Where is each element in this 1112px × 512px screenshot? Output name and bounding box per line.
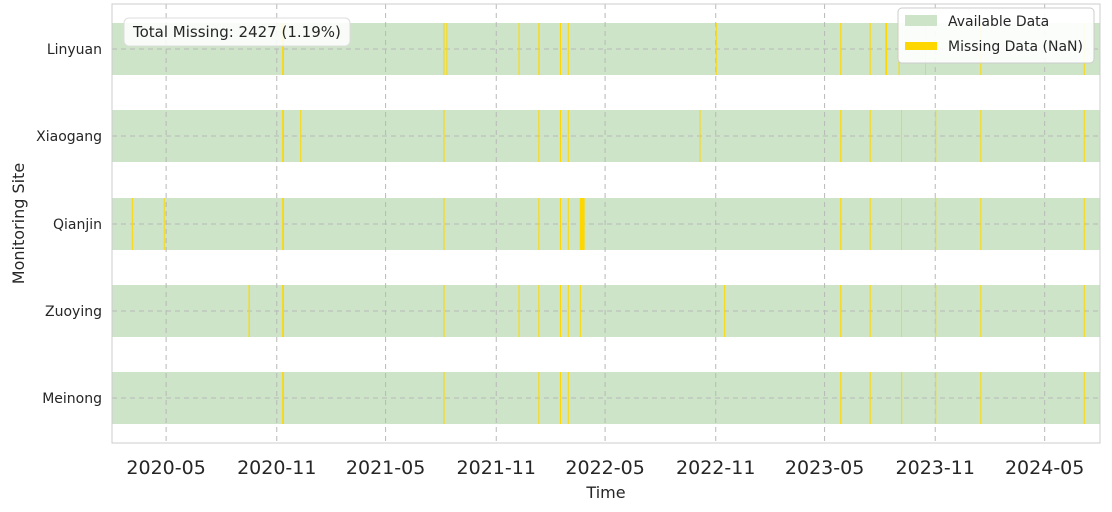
missing-segment-meinong-7 bbox=[900, 372, 903, 424]
missing-segment-qianjin-2 bbox=[282, 198, 284, 250]
legend: Available Data Missing Data (NaN) bbox=[897, 7, 1095, 64]
y-tick-labels: Linyuan Xiaogang Qianjin Zuoying Meinong bbox=[36, 42, 102, 407]
missing-segment-meinong-1 bbox=[443, 372, 445, 424]
x-tick-2021-05: 2021-05 bbox=[346, 457, 425, 479]
missing-segment-zuoying-13 bbox=[980, 285, 982, 337]
missing-segment-linyuan-8 bbox=[840, 23, 842, 75]
x-tick-2021-11: 2021-11 bbox=[457, 457, 536, 479]
missing-segment-xiaogang-6 bbox=[699, 110, 701, 162]
missing-segment-zuoying-7 bbox=[579, 285, 581, 337]
missing-segment-meinong-0 bbox=[282, 372, 284, 424]
x-tick-2023-11: 2023-11 bbox=[896, 457, 975, 479]
missing-segment-zuoying-5 bbox=[559, 285, 561, 337]
missing-segment-qianjin-1 bbox=[163, 198, 165, 250]
missing-segment-xiaogang-12 bbox=[1083, 110, 1085, 162]
missing-segment-qianjin-5 bbox=[559, 198, 561, 250]
missing-segment-linyuan-2 bbox=[446, 23, 448, 75]
missing-segment-qianjin-0 bbox=[131, 198, 133, 250]
annotation-box bbox=[123, 17, 351, 47]
missing-segment-zuoying-0 bbox=[248, 285, 250, 337]
missing-segment-zuoying-3 bbox=[518, 285, 520, 337]
missing-segment-xiaogang-5 bbox=[567, 110, 569, 162]
missing-segment-qianjin-12 bbox=[980, 198, 982, 250]
missing-segment-zuoying-1 bbox=[282, 285, 284, 337]
missing-segment-zuoying-6 bbox=[567, 285, 569, 337]
missing-segment-qianjin-13 bbox=[1083, 198, 1085, 250]
missing-segment-qianjin-3 bbox=[443, 198, 445, 250]
plot-frame bbox=[111, 3, 1101, 444]
missing-segment-zuoying-9 bbox=[840, 285, 842, 337]
missing-segment-linyuan-3 bbox=[518, 23, 520, 75]
missing-segment-xiaogang-7 bbox=[840, 110, 842, 162]
legend-box bbox=[897, 7, 1095, 64]
missing-segment-zuoying-14 bbox=[1083, 285, 1085, 337]
missing-segment-qianjin-9 bbox=[869, 198, 871, 250]
legend-label-available: Available Data bbox=[948, 14, 1049, 30]
missing-segment-meinong-2 bbox=[538, 372, 540, 424]
missing-segment-linyuan-7 bbox=[715, 23, 717, 75]
missing-segment-meinong-4 bbox=[567, 372, 569, 424]
missing-segment-zuoying-12 bbox=[935, 285, 937, 337]
y-tick-linyuan: Linyuan bbox=[47, 42, 102, 58]
missing-segment-qianjin-11 bbox=[935, 198, 937, 250]
missing-segment-qianjin-7 bbox=[579, 198, 585, 250]
missing-segment-zuoying-8 bbox=[724, 285, 726, 337]
x-tick-2020-11: 2020-11 bbox=[237, 457, 316, 479]
missing-segment-meinong-9 bbox=[980, 372, 982, 424]
missing-segment-linyuan-0 bbox=[282, 23, 284, 75]
x-tick-labels: 2020-05 2020-11 2021-05 2021-11 2022-05 2022-… bbox=[126, 457, 1084, 479]
y-tick-meinong: Meinong bbox=[42, 391, 102, 407]
missing-segment-meinong-3 bbox=[559, 372, 561, 424]
missing-segment-xiaogang-11 bbox=[980, 110, 982, 162]
missing-segment-xiaogang-3 bbox=[538, 110, 540, 162]
missing-segment-xiaogang-1 bbox=[300, 110, 302, 162]
annotation-text: Total Missing: 2427 (1.19%) bbox=[132, 23, 341, 41]
missing-segment-zuoying-10 bbox=[869, 285, 871, 337]
y-axis-label: Monitoring Site bbox=[9, 163, 28, 284]
legend-label-missing: Missing Data (NaN) bbox=[948, 39, 1083, 55]
missing-segment-qianjin-6 bbox=[567, 198, 569, 250]
x-tick-2022-05: 2022-05 bbox=[565, 457, 644, 479]
missing-segment-xiaogang-8 bbox=[869, 110, 871, 162]
missing-segment-xiaogang-2 bbox=[443, 110, 445, 162]
x-tick-2023-05: 2023-05 bbox=[785, 457, 864, 479]
y-tick-zuoying: Zuoying bbox=[45, 304, 102, 320]
missing-segment-meinong-10 bbox=[1083, 372, 1085, 424]
missing-segment-xiaogang-0 bbox=[282, 110, 284, 162]
missing-segment-zuoying-4 bbox=[538, 285, 540, 337]
missing-segment-meinong-5 bbox=[840, 372, 842, 424]
missing-segment-qianjin-10 bbox=[900, 198, 902, 250]
total-missing-annotation: Total Missing: 2427 (1.19%) bbox=[123, 17, 351, 47]
x-tick-2024-05: 2024-05 bbox=[1005, 457, 1084, 479]
legend-swatch-available bbox=[905, 15, 937, 26]
x-tick-2020-05: 2020-05 bbox=[126, 457, 205, 479]
missing-segment-xiaogang-10 bbox=[935, 110, 937, 162]
missing-segment-xiaogang-4 bbox=[559, 110, 561, 162]
missing-segment-qianjin-8 bbox=[840, 198, 842, 250]
missing-segment-meinong-6 bbox=[869, 372, 871, 424]
missing-segment-linyuan-9 bbox=[869, 23, 871, 75]
missing-segment-linyuan-5 bbox=[559, 23, 561, 75]
missing-segment-xiaogang-9 bbox=[900, 110, 902, 162]
missing-segment-zuoying-11 bbox=[900, 285, 902, 337]
x-axis-label: Time bbox=[585, 483, 625, 502]
missing-segment-zuoying-2 bbox=[443, 285, 445, 337]
x-tick-2022-11: 2022-11 bbox=[676, 457, 755, 479]
missing-segment-linyuan-6 bbox=[567, 23, 569, 75]
legend-swatch-missing bbox=[905, 42, 937, 50]
missing-segment-meinong-8 bbox=[935, 372, 937, 424]
missing-segment-linyuan-1 bbox=[443, 23, 445, 75]
missing-segment-linyuan-4 bbox=[538, 23, 540, 75]
y-tick-qianjin: Qianjin bbox=[53, 217, 102, 233]
missing-segment-linyuan-10 bbox=[885, 23, 888, 75]
y-tick-xiaogang: Xiaogang bbox=[36, 129, 102, 145]
missing-segment-qianjin-4 bbox=[538, 198, 540, 250]
